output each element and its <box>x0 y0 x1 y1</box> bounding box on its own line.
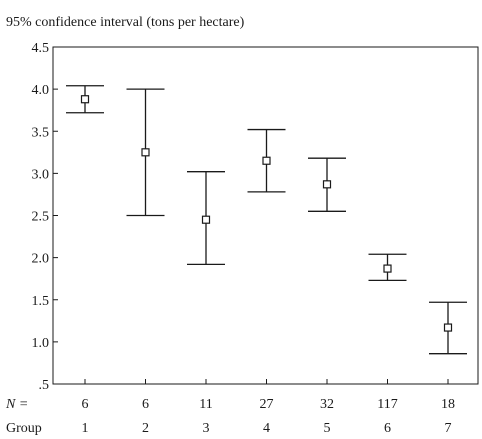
y-tick-label: 4.5 <box>32 41 50 56</box>
mean-marker <box>443 323 453 332</box>
plot-frame <box>52 46 479 385</box>
mean-marker <box>262 156 271 165</box>
mean-marker <box>201 215 211 224</box>
n-value: 18 <box>441 397 455 412</box>
y-tick-label: 1.5 <box>32 294 50 309</box>
n-value: 6 <box>82 397 89 412</box>
n-value: 27 <box>260 397 274 412</box>
error-bars <box>66 85 467 384</box>
mean-marker <box>322 180 332 189</box>
n-value: 32 <box>320 397 334 412</box>
y-tick-label: 3.5 <box>32 125 50 140</box>
n-row-label: N = <box>5 397 28 412</box>
y-axis: .5 1.0 1.5 2.0 2.5 3.0 3.5 4.0 4.5 <box>32 41 58 393</box>
y-tick-label: 2.5 <box>32 210 50 225</box>
y-tick-label: 2.0 <box>32 252 50 267</box>
group-value: 3 <box>203 421 210 436</box>
mean-marker <box>141 148 150 157</box>
y-tick-label: 4.0 <box>32 83 50 98</box>
n-value: 11 <box>199 397 212 412</box>
group-value: 7 <box>445 421 452 436</box>
mean-marker <box>80 95 90 104</box>
group-value: 1 <box>82 421 89 436</box>
mean-marker <box>383 264 392 273</box>
group-value: 6 <box>384 421 391 436</box>
group-value: 4 <box>263 421 270 436</box>
n-value: 117 <box>377 397 397 412</box>
group-value: 2 <box>142 421 149 436</box>
group-value: 5 <box>324 421 331 436</box>
group-row-label: Group <box>6 421 42 436</box>
y-tick-label: 3.0 <box>32 167 50 182</box>
y-tick-label: 1.0 <box>32 336 50 351</box>
chart-title: 95% confidence interval (tons per hectar… <box>6 15 245 30</box>
n-value: 6 <box>142 397 149 412</box>
n-row: 6 6 11 27 32 117 18 <box>82 397 456 412</box>
group-row: 1 2 3 4 5 6 7 <box>82 421 452 436</box>
y-tick-label: .5 <box>39 378 50 393</box>
